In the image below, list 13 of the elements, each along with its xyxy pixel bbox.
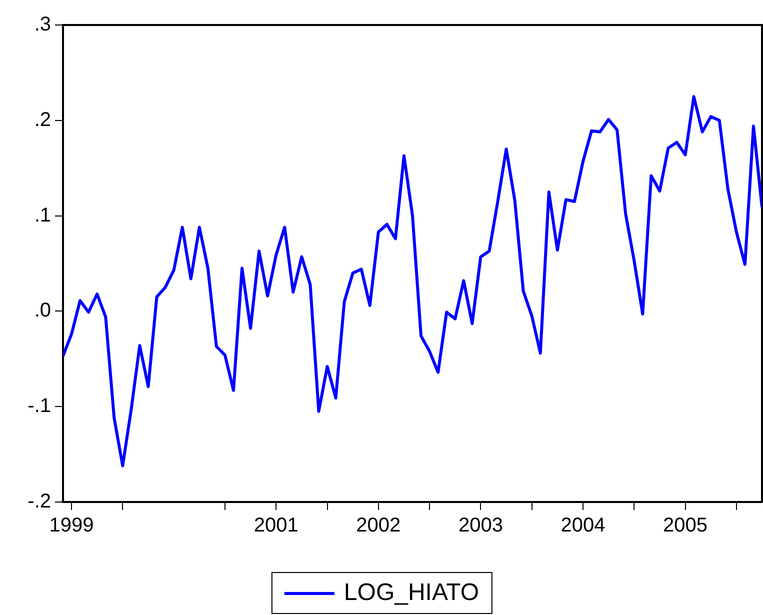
y-tick-label: -.2: [28, 490, 51, 513]
x-tick-label: 2002: [356, 514, 401, 537]
y-tick-label: .2: [34, 108, 51, 131]
legend-label: LOG_HIATO: [344, 579, 480, 607]
x-tick-label: 2005: [663, 514, 708, 537]
x-tick-label: 1999: [49, 514, 94, 537]
y-tick-label: .0: [34, 300, 51, 322]
x-tick-label: 2003: [458, 514, 503, 537]
y-tick-label: .3: [34, 14, 51, 36]
x-tick-label: 2004: [560, 514, 606, 537]
y-tick-label: -.1: [28, 395, 51, 418]
x-tick-label: 2001: [254, 514, 298, 537]
y-tick-label: .1: [34, 204, 51, 226]
